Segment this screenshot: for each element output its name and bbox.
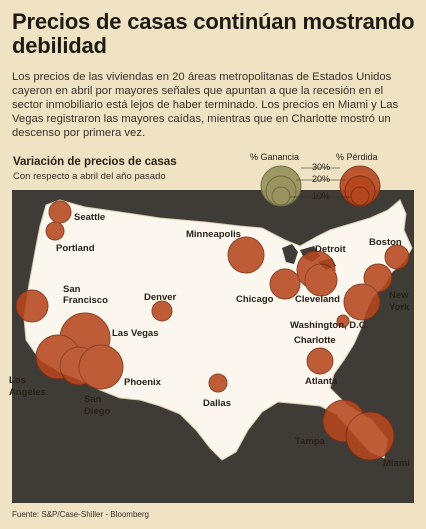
legend-scale-10: 10% [312, 191, 330, 201]
bubble-chicago [269, 268, 301, 300]
bubble-miami [345, 411, 395, 461]
bubble-portland [45, 221, 65, 241]
label-chicago: Chicago [236, 294, 274, 305]
label-san-francisco-1: San [63, 284, 81, 295]
label-las-vegas: Las Vegas [112, 328, 158, 339]
bubble-washington [343, 283, 381, 321]
label-tampa: Tampa [295, 436, 326, 447]
label-los-angeles-2: Angeles [9, 387, 46, 398]
legend-gain-10 [271, 186, 291, 206]
label-minneapolis: Minneapolis [186, 229, 241, 240]
map-subtitle: Con respecto a abril del año pasado [13, 171, 166, 182]
label-new-york-1: New [389, 290, 409, 301]
city-labels: Seattle Portland San Francisco Las Vegas… [9, 212, 410, 469]
label-cleveland: Cleveland [295, 294, 340, 305]
label-san-francisco-2: Francisco [63, 295, 108, 306]
legend-loss-10 [350, 186, 370, 206]
legend-loss-label: % Pérdida [336, 152, 378, 162]
source-credit: Fuente: S&P/Case-Shiller - Bloomberg [12, 510, 149, 519]
bubble-denver [151, 300, 173, 322]
legend: % Ganancia % Pérdida 30% 20% 10% [250, 152, 381, 207]
legend-scale-20: 20% [312, 174, 330, 184]
map-title: Variación de precios de casas [13, 156, 177, 168]
bubble-boston [384, 244, 410, 270]
intro-paragraph: Los precios de las viviendas en 20 áreas… [12, 71, 399, 139]
legend-gain-label: % Ganancia [250, 152, 299, 162]
label-dallas: Dallas [203, 398, 231, 409]
label-seattle: Seattle [74, 212, 105, 223]
bubble-atlanta [306, 347, 334, 375]
bubble-minneapolis [227, 236, 265, 274]
label-phoenix: Phoenix [124, 377, 162, 388]
legend-scale-30: 30% [312, 162, 330, 172]
city-bubbles [15, 200, 410, 461]
label-denver: Denver [144, 292, 177, 303]
label-atlanta: Atlanta [305, 376, 338, 387]
label-miami: Miami [383, 458, 410, 469]
label-boston: Boston [369, 237, 402, 248]
bubble-san-francisco [15, 289, 49, 323]
label-san-diego-1: San [84, 394, 102, 405]
bubble-dallas [208, 373, 228, 393]
bubble-phoenix [78, 344, 124, 390]
label-los-angeles-1: Los [9, 375, 26, 386]
bubble-cleveland [304, 263, 338, 297]
label-san-diego-2: Diego [84, 406, 111, 417]
label-portland: Portland [56, 243, 95, 254]
label-new-york-2: York [389, 302, 410, 313]
headline: Precios de casas continúan mostrando deb… [12, 9, 415, 58]
label-charlotte: Charlotte [294, 335, 336, 346]
label-detroit: Detroit [315, 244, 346, 255]
bubble-new-york [363, 263, 393, 293]
bubble-charlotte [336, 314, 350, 328]
label-washington: Washington, D.C. [290, 320, 368, 331]
bubble-seattle [48, 200, 72, 224]
